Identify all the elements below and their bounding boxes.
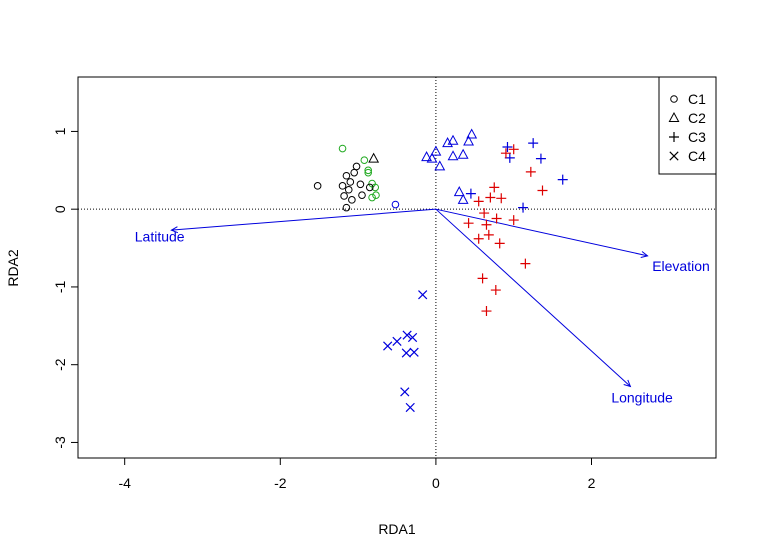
y-tick-label: -2 [52, 358, 68, 371]
point-c3 [491, 285, 501, 295]
point-c1 [353, 163, 360, 170]
point-c3 [485, 193, 495, 203]
arrow-line [171, 209, 436, 230]
point-c3 [496, 193, 506, 203]
arrow-line [436, 209, 631, 386]
y-tick-label: -1 [52, 281, 68, 294]
point-c1 [359, 192, 366, 199]
series-c2 [369, 130, 476, 204]
point-c3 [518, 203, 528, 213]
point-c4 [418, 291, 426, 299]
point-c1 [347, 179, 354, 186]
point-c1 [361, 157, 368, 164]
point-c4 [410, 348, 418, 356]
point-c3 [537, 186, 547, 196]
point-c3 [484, 230, 494, 240]
point-c3 [478, 273, 488, 283]
site-points [314, 130, 567, 412]
point-c3 [536, 154, 546, 164]
point-c3 [502, 142, 512, 152]
point-c3 [474, 234, 484, 244]
x-tick-label: -2 [274, 475, 287, 491]
x-tick-label: 0 [432, 475, 440, 491]
point-c2 [459, 150, 468, 159]
y-tick-label: -3 [52, 436, 68, 449]
point-c2 [448, 151, 457, 160]
point-c1 [351, 169, 358, 176]
arrow-label: Latitude [135, 228, 185, 244]
arrow-line [436, 209, 648, 256]
point-c3 [464, 218, 474, 228]
legend-label-c4: C4 [688, 148, 706, 164]
point-c1 [343, 204, 350, 211]
x-tick-label: 2 [588, 475, 596, 491]
point-c4 [383, 342, 391, 350]
point-c3 [528, 138, 538, 148]
y-tick-label: 1 [52, 127, 68, 135]
point-c1 [314, 183, 321, 190]
point-c1 [357, 181, 364, 188]
point-c4 [402, 349, 410, 357]
point-c1 [341, 193, 348, 200]
legend-label-c2: C2 [688, 110, 706, 126]
point-c1 [339, 145, 346, 152]
point-c3 [520, 259, 530, 269]
point-c3 [466, 189, 476, 199]
point-c3 [481, 306, 491, 316]
point-c3 [495, 238, 505, 248]
y-tick-label: 0 [52, 205, 68, 213]
series-c1 [314, 145, 398, 211]
point-c4 [393, 337, 401, 345]
environmental-arrows: Latitude Elevation Longitude [135, 209, 710, 405]
point-c2 [369, 154, 378, 163]
x-tick-label: -4 [118, 475, 131, 491]
point-c2 [435, 161, 444, 170]
point-c3 [526, 167, 536, 177]
point-c3 [474, 196, 484, 206]
legend-label-c1: C1 [688, 91, 706, 107]
point-c3 [489, 182, 499, 192]
arrow-label: Elevation [652, 258, 710, 274]
series-c4 [383, 291, 426, 412]
point-c3 [509, 215, 519, 225]
legend-label-c3: C3 [688, 129, 706, 145]
y-axis: -3 -2 -1 0 1 [52, 127, 78, 448]
legend: C1 C2 C3 C4 [659, 77, 716, 174]
point-c2 [422, 152, 431, 161]
y-axis-label: RDA2 [5, 249, 21, 287]
point-c4 [401, 388, 409, 396]
x-axis: -4 -2 0 2 [118, 458, 595, 491]
point-c1 [392, 201, 399, 208]
x-axis-label: RDA1 [378, 521, 416, 537]
point-c2 [455, 187, 464, 196]
point-c1 [349, 197, 356, 204]
point-c1 [339, 183, 346, 190]
point-c3 [558, 175, 568, 185]
point-c2 [459, 195, 468, 204]
point-c1 [345, 186, 352, 193]
arrow-label: Longitude [611, 389, 673, 405]
point-c4 [406, 403, 414, 411]
point-c1 [343, 172, 350, 179]
